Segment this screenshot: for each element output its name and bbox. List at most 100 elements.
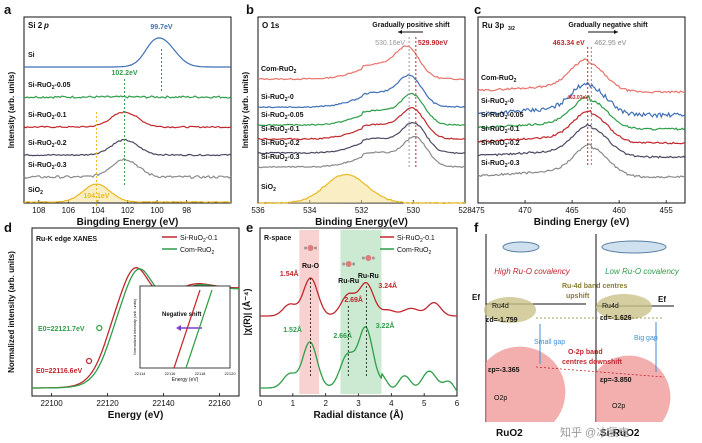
panel-e-x-tick-label: 3 [356,399,361,408]
panel-e-atom-icon [361,256,365,260]
panel-a-series-label: SiO2 [28,187,43,196]
panel-f-band-shape [601,240,667,254]
panel-b-series-2 [257,92,466,127]
panel-a-annotation: 104.1eV [83,193,109,200]
panel-b-series-label: Com-RuO2 [261,66,297,75]
panel-f-ru4d-blob [596,294,652,320]
panel-d-inset-note: Negative shift [162,312,201,318]
panel-c-x-tick-label: 455 [660,206,674,215]
panel-a-x-tick-label: 106 [62,206,76,215]
panel-e-bond-label: Ru-Ru [358,273,379,280]
panel-a-series-label: Si-RuO2-0.2 [28,140,67,149]
panel-f-right-material: Si-RuO2 [600,428,640,439]
panel-a-title-orbital: p [43,21,49,30]
panel-c-series-1 [477,81,686,119]
panel-c-title: Ru 3p [482,21,504,30]
panel-d-inset-ylabel: Normalized intensity (arb. units) [132,298,137,355]
panel-e-x-tick-label: 4 [389,399,394,408]
panel-c-series-label: Si-RuO2-0.05 [481,112,524,121]
panel-e-legend-label: Com-RuO2 [397,247,432,256]
panel-d-axes [31,227,240,397]
panel-d-x-tick-label: 22100 [40,399,63,408]
panel-letter: d [4,220,12,235]
panel-a-series-1 [23,95,232,99]
panel-c-axes [477,16,686,204]
panel-d-inset-frame [139,285,231,369]
panel-e-x-tick-label: 5 [422,399,427,408]
panel-e-atom-icon [352,262,356,266]
panel-f-ru4d-blob [484,297,536,323]
panel-f-small-gap: Small gap [534,339,565,346]
panel-a-axes [23,16,232,204]
panel-a-xlabel: Bingding Energy (eV) [77,217,179,228]
panel-b-series-1 [257,73,466,109]
panel-d-inset-line [185,289,213,369]
panel-b-title: O 1s [262,21,280,30]
panel-b-series-label: Si-RuO2-0.3 [261,154,300,163]
panel-b-series-label: SiO2 [261,184,276,193]
panel-a-series-2 [23,110,232,129]
panel-d-inset-tick-label: 22118 [195,371,207,376]
watermark: 知乎 @冰氢电 [560,425,629,439]
panel-letter: b [246,2,254,17]
panel-b-series-label: Si-RuO2-0.05 [261,112,304,121]
panel-e-band [299,230,320,394]
panel-a-series-label: Si-RuO2-0.05 [28,82,71,91]
panel-e-atom-icon [345,261,352,267]
panel-f-ru-label: Ru4d [492,303,509,310]
panel-b-series-6 [257,173,466,205]
panel-e-ylabel: |χ(R)| (Å⁻⁴) [242,289,252,336]
panel-b-x-tick-label: 534 [303,206,317,215]
panel-e-atom-icon [304,246,308,250]
panel-d-xlabel: Energy (eV) [108,410,164,421]
panel-letter: f [474,220,479,235]
panel-d-series-1 [32,268,240,389]
panel-c-series-label: Si-RuO2-0 [481,98,514,107]
panel-e-bond-label: Ru-O [302,263,320,270]
panel-e-series-1 [260,326,458,392]
panel-c-series-4 [477,123,686,159]
panel-e-annotation: 2.69Å [344,295,363,304]
panel-a-series-label: Si-RuO2-0.1 [28,112,67,121]
panel-c-series-label: Si-RuO2-0.1 [481,126,520,135]
panel-b-series-label: Si-RuO2-0.1 [261,126,300,135]
panel-e-annotation: 3.22Å [376,321,395,330]
panel-f-ru4d-value: εd=-1.759 [486,317,518,324]
panel-c-x-tick-label: 460 [612,206,626,215]
panel-e-bond-label: Ru-Ru [338,278,359,285]
panel-d-annotation: E0=22121.7eV [38,326,85,333]
panel-a-series-0 [24,37,231,68]
panel-letter: e [246,220,253,235]
panel-b-x-tick-label: 530 [407,206,421,215]
panel-c-annotation: 463.34 eV [553,40,585,47]
panel-b-series-5 [257,135,466,169]
panel-e-band [340,230,382,394]
panel-d-e0-marker [96,324,103,332]
panel-e-atom-icon [314,246,318,250]
panel-c-series-5 [477,143,686,179]
panel-f-left-title: High Ru-O covalency [494,267,571,276]
panel-letter: c [474,2,481,17]
panel-d-inset-tick-label: 22114 [135,371,147,376]
panel-c-series-2 [477,95,686,131]
panel-d-x-tick-label: 22140 [152,399,175,408]
panel-e-annotation: 1.52Å [283,325,302,334]
panel-c-series-label: Si-RuO2-0.3 [481,160,520,169]
panel-d-legend-label: Si-RuO2-0.1 [180,235,218,244]
panel-e-annotation: 1.54Å [280,269,299,278]
panel-f-o2p-text-2: centres downshift [562,359,623,366]
panel-b-annotation: 530.16eV [375,40,405,47]
panel-f-o2p-blob [596,355,671,422]
panel-a-series-3 [24,138,232,157]
panel-d-inset-tick-label: 22120 [224,371,236,376]
panel-a-series-label: Si-RuO2-0.3 [28,162,67,171]
panel-f-band-shape [502,241,540,253]
panel-a-series-label: Si [28,52,35,59]
panel-b-xlabel: Binding Energy(eV) [315,217,408,228]
panel-a-x-tick-label: 100 [150,206,164,215]
panel-a-x-tick-label: 98 [182,206,191,215]
panel-a-series-4 [23,157,232,180]
panel-e-atom-icon [365,255,372,261]
panel-f-o2p-value: εp=-3.365 [488,367,520,374]
panel-c-x-tick-label: 465 [565,206,579,215]
